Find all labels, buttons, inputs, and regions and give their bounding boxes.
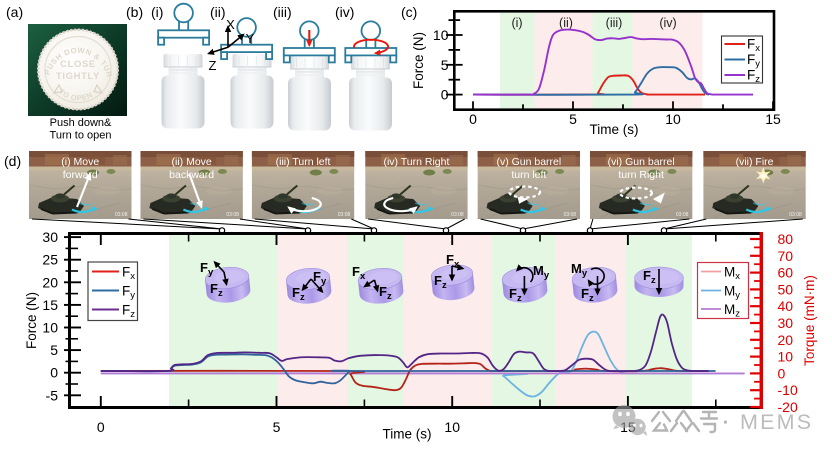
svg-text:30: 30 <box>778 315 794 331</box>
svg-text:5: 5 <box>273 419 281 435</box>
svg-text:20: 20 <box>778 332 794 348</box>
svg-text:(iii): (iii) <box>273 4 292 20</box>
svg-text:10: 10 <box>42 320 58 336</box>
svg-text:TIGHTLY: TIGHTLY <box>56 71 100 82</box>
svg-text:turn Right: turn Right <box>618 169 664 181</box>
svg-text:(ii): (ii) <box>559 16 573 30</box>
svg-text:(iv) Turn Right: (iv) Turn Right <box>383 156 449 168</box>
svg-text:(iv): (iv) <box>335 4 354 20</box>
svg-text:backward: backward <box>169 169 214 181</box>
svg-text:(i) Move: (i) Move <box>61 156 99 168</box>
svg-text:80: 80 <box>778 231 794 247</box>
svg-text:Y: Y <box>246 31 255 46</box>
svg-text:40: 40 <box>778 298 794 314</box>
svg-text:15: 15 <box>42 297 58 313</box>
svg-text:(v) Gun barrel: (v) Gun barrel <box>496 156 561 168</box>
svg-text:(ii): (ii) <box>210 4 226 20</box>
svg-text:50: 50 <box>778 281 794 297</box>
svg-text:(c): (c) <box>401 4 417 20</box>
svg-text:10: 10 <box>665 111 681 127</box>
svg-text:03:08: 03:08 <box>338 212 351 218</box>
svg-text:(i): (i) <box>151 4 163 20</box>
svg-text:0: 0 <box>778 365 786 381</box>
svg-text:03:08: 03:08 <box>676 212 689 218</box>
svg-text:0: 0 <box>441 87 449 103</box>
svg-text:20: 20 <box>42 274 58 290</box>
svg-text:(i): (i) <box>511 16 522 30</box>
svg-text:0: 0 <box>469 111 477 127</box>
svg-text:(vi) Gun barrel: (vi) Gun barrel <box>608 156 675 168</box>
svg-text:(vii) Fire: (vii) Fire <box>736 156 774 168</box>
svg-text:(b): (b) <box>126 4 143 20</box>
svg-text:·: · <box>721 405 730 435</box>
svg-text:03:08: 03:08 <box>789 212 802 218</box>
svg-text:03:08: 03:08 <box>115 212 128 218</box>
svg-text:Turn to open: Turn to open <box>50 130 112 142</box>
svg-text:03:08: 03:08 <box>564 212 577 218</box>
svg-text:-10: -10 <box>778 382 798 398</box>
svg-text:0: 0 <box>97 419 105 435</box>
svg-text:-5: -5 <box>46 387 59 403</box>
svg-text:Z: Z <box>209 58 217 73</box>
svg-text:25: 25 <box>42 252 58 268</box>
svg-text:10: 10 <box>444 419 460 435</box>
svg-text:(ii) Move: (ii) Move <box>172 156 212 168</box>
svg-text:X: X <box>226 17 235 32</box>
svg-text:15: 15 <box>765 111 781 127</box>
svg-text:5: 5 <box>569 111 577 127</box>
svg-text:0: 0 <box>50 365 58 381</box>
svg-text:(iv): (iv) <box>659 16 676 30</box>
svg-text:70: 70 <box>778 248 794 264</box>
svg-text:(a): (a) <box>6 4 23 20</box>
svg-text:(iii) Turn left: (iii) Turn left <box>276 156 331 168</box>
svg-text:60: 60 <box>778 265 794 281</box>
svg-text:-20: -20 <box>778 399 798 415</box>
svg-text:CLOSE: CLOSE <box>60 59 96 70</box>
svg-text:Torque (mN·m): Torque (mN·m) <box>802 275 817 366</box>
svg-text:Time (s): Time (s) <box>383 427 432 442</box>
svg-text:10: 10 <box>778 349 794 365</box>
svg-text:Push down&: Push down& <box>50 117 112 129</box>
svg-text:03:08: 03:08 <box>451 212 464 218</box>
svg-text:MEMS: MEMS <box>740 410 813 434</box>
svg-text:03:08: 03:08 <box>226 212 239 218</box>
svg-text:turn left: turn left <box>511 169 546 181</box>
svg-text:Force (N): Force (N) <box>24 292 39 349</box>
svg-text:10: 10 <box>433 27 449 43</box>
svg-text:5: 5 <box>441 57 449 73</box>
svg-text:5: 5 <box>50 342 58 358</box>
svg-text:Time (s): Time (s) <box>590 122 639 137</box>
svg-text:(d): (d) <box>4 153 21 169</box>
svg-text:(iii): (iii) <box>606 16 623 30</box>
svg-text:30: 30 <box>42 229 58 245</box>
svg-text:Force (N): Force (N) <box>411 32 426 89</box>
svg-text:forward: forward <box>63 169 98 181</box>
